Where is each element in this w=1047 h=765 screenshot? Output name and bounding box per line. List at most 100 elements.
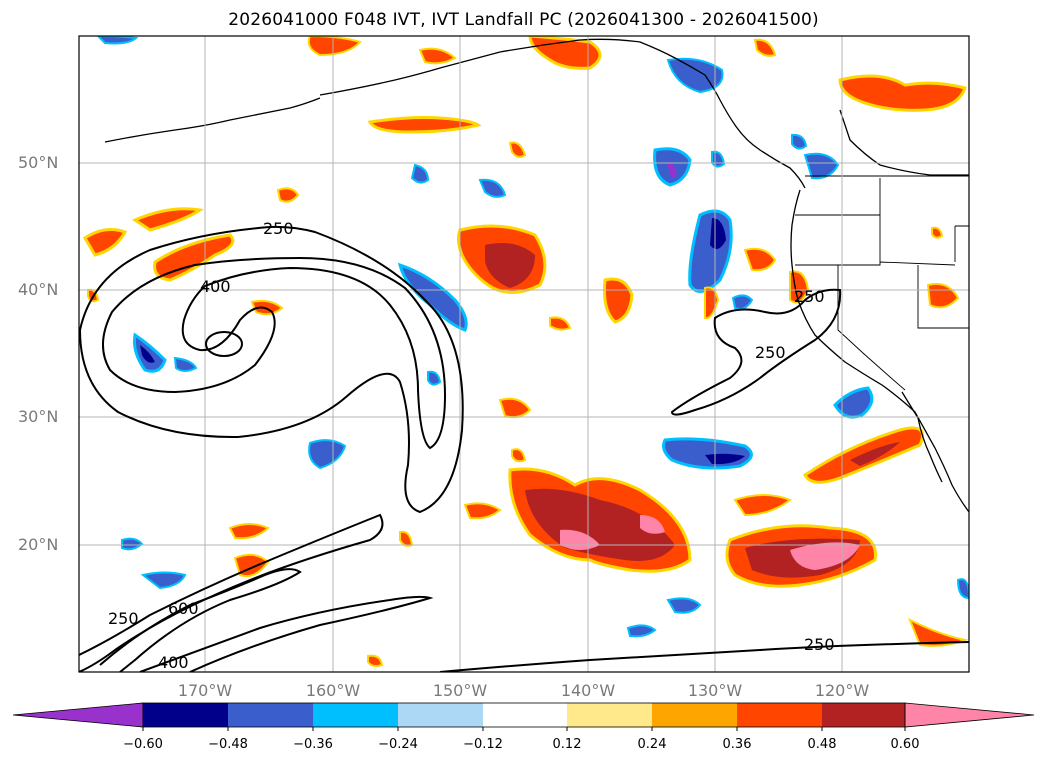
coastline-baja — [901, 391, 943, 483]
anomaly-blob — [308, 439, 347, 470]
colorbar-segment — [143, 703, 228, 727]
coastline-west-coast — [790, 189, 969, 513]
colorbar-tick-label: 0.60 — [890, 737, 920, 752]
anomaly-blob — [478, 178, 507, 198]
contour-label: 250 — [755, 343, 786, 362]
lat-label-50n: 50°N — [18, 153, 59, 172]
anomaly-blob — [367, 116, 482, 134]
colorbar-segment — [483, 703, 567, 727]
colorbar-tick-label: −0.48 — [208, 737, 248, 752]
anomaly-blob — [133, 332, 167, 373]
colorbar-tick-label: 0.36 — [722, 737, 752, 752]
colorbar-segment — [737, 703, 822, 727]
border-states — [795, 178, 969, 391]
anomaly-blob — [82, 228, 128, 257]
anomaly-blob — [838, 74, 967, 112]
colorbar-segment — [398, 703, 483, 727]
anomaly-blob — [463, 502, 502, 520]
anomaly-blob — [833, 386, 874, 419]
anomaly-blob — [931, 226, 944, 239]
contour-600-south — [99, 568, 302, 672]
lon-label-140w: 140°W — [560, 681, 616, 700]
coastline-alaska — [319, 38, 806, 189]
colorbar-tick-label: 0.12 — [552, 737, 582, 752]
colorbar-segment — [313, 703, 398, 727]
contour-inner-core — [205, 331, 243, 357]
contour-label: 600 — [168, 599, 199, 618]
anomaly-blob — [307, 36, 362, 57]
anomaly-blob — [666, 597, 702, 614]
anomaly-blob — [743, 247, 777, 272]
anomaly-blob — [173, 356, 198, 372]
contour-250-east — [670, 288, 842, 416]
lon-label-160w: 160°W — [305, 681, 361, 700]
anomaly-blob — [668, 162, 677, 178]
colorbar-tick-label: 0.24 — [637, 737, 667, 752]
contour-label: 250 — [804, 635, 835, 654]
colorbar-tick-label: −0.60 — [123, 737, 163, 752]
anomaly-blob — [121, 537, 144, 551]
lon-label-170w: 170°W — [177, 681, 233, 700]
anomaly-blob — [508, 141, 527, 158]
anomaly-blob — [140, 571, 187, 590]
anomaly-blob — [153, 233, 235, 282]
coastline-canada — [839, 109, 969, 176]
contour-250-bottom — [139, 595, 434, 672]
coastline-aleutians — [104, 97, 321, 143]
colorbar-extend-right — [904, 702, 1035, 728]
colorbar-tick-label: −0.36 — [293, 737, 333, 752]
anomaly-blob — [367, 654, 384, 667]
anomaly-blob — [850, 442, 900, 466]
anomaly-blob — [791, 133, 808, 150]
anomaly-blob — [956, 578, 969, 600]
anomaly-blob — [710, 218, 726, 249]
contour-label: 250 — [263, 219, 294, 238]
ivt-contours — [79, 225, 969, 672]
anomaly-blob — [733, 494, 793, 517]
anomaly-blob — [140, 345, 155, 363]
anomaly-blob — [753, 38, 777, 57]
contour-label: 250 — [108, 609, 139, 628]
anomaly-blob — [276, 187, 300, 203]
anomaly-blob — [228, 523, 270, 540]
anomaly-blob — [908, 617, 969, 647]
anomaly-blob — [410, 163, 430, 184]
anomaly-blob — [511, 448, 527, 463]
lat-label-30n: 30°N — [18, 407, 59, 426]
anomaly-blob — [418, 47, 457, 65]
anomaly-blob — [803, 152, 840, 180]
colorbar-segment — [652, 703, 737, 727]
anomaly-blob — [626, 624, 657, 638]
colorbar-tick-label: −0.24 — [378, 737, 418, 752]
anomaly-blob — [666, 57, 724, 94]
lon-label-150w: 150°W — [432, 681, 488, 700]
contour-250-cyclone — [79, 225, 464, 514]
coastlines — [104, 38, 969, 513]
contour-400-cyclone — [102, 256, 447, 450]
political-borders — [795, 175, 969, 391]
anomaly-blob — [131, 207, 204, 232]
colorbar-tick-label: 0.48 — [807, 737, 837, 752]
lat-label-20n: 20°N — [18, 535, 59, 554]
lat-label-40n: 40°N — [18, 280, 59, 299]
negative-anomaly-regions — [96, 36, 969, 638]
colorbar-extend-left — [12, 702, 144, 728]
colorbar-segment — [822, 703, 905, 727]
contour-label: 400 — [200, 277, 231, 296]
colorbar-segment — [567, 703, 652, 727]
graticule — [79, 36, 969, 672]
colorbar — [12, 702, 1035, 731]
map-title: 2026041000 F048 IVT, IVT Landfall PC (20… — [228, 10, 819, 30]
contour-labels: 250 400 250 250 600 400 250 250 — [108, 219, 835, 672]
lon-label-120w: 120°W — [814, 681, 870, 700]
colorbar-segment — [228, 703, 313, 727]
anomaly-blob — [549, 316, 572, 331]
colorbar-tick-label: −0.12 — [463, 737, 503, 752]
contour-label: 400 — [158, 653, 189, 672]
map-frame — [78, 35, 970, 673]
anomaly-blob — [640, 515, 665, 534]
anomaly-blob — [427, 370, 442, 386]
contour-label: 250 — [794, 287, 825, 306]
contour-250-equatorward — [439, 641, 969, 672]
lon-label-130w: 130°W — [687, 681, 743, 700]
